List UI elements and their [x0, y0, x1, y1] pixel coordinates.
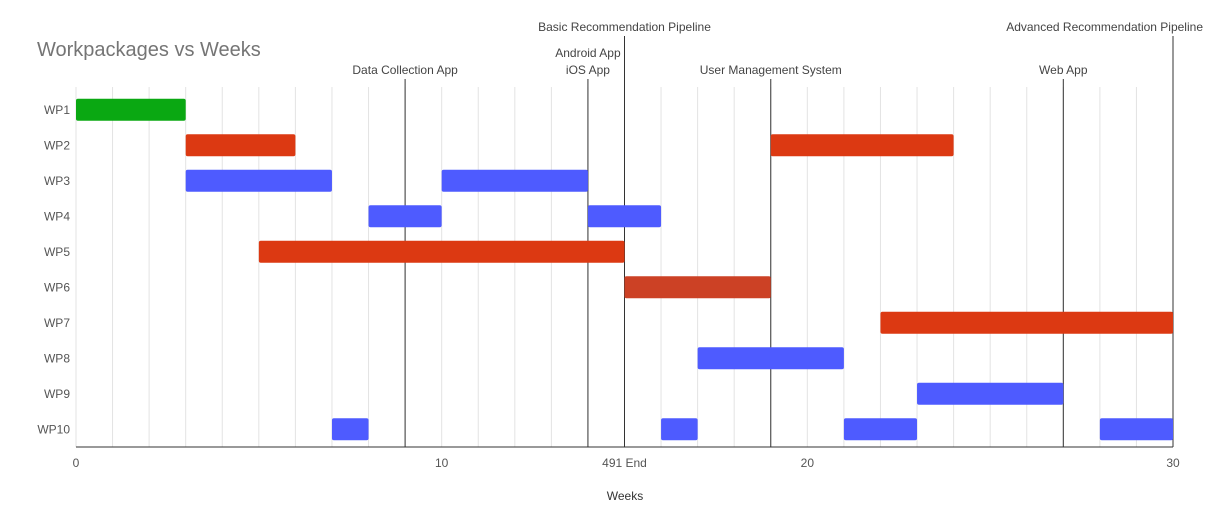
x-tick-label: 0 [73, 456, 80, 470]
category-label: WP8 [44, 351, 70, 365]
x-tick-label: 30 [1166, 456, 1180, 470]
bar-wp9 [917, 382, 1064, 405]
x-tick-label: 20 [801, 456, 815, 470]
milestone-labels: Data Collection App Android App iOS App Bas… [352, 20, 1203, 77]
x-axis-title: Weeks [607, 489, 643, 503]
milestone-label: iOS App [566, 63, 610, 77]
bar-wp10 [843, 418, 918, 441]
milestone-label: User Management System [700, 63, 842, 77]
category-label: WP10 [37, 422, 70, 436]
x-tick-label: 491 End [602, 456, 647, 470]
category-label: WP5 [44, 245, 70, 259]
chart-title: Workpackages vs Weeks [37, 39, 261, 61]
milestone-label: Basic Recommendation Pipeline [538, 20, 711, 34]
bar-wp6 [624, 276, 771, 299]
category-label: WP3 [44, 174, 70, 188]
x-tick-labels: 0 10 491 End 20 30 [73, 456, 1180, 470]
bar-wp10 [661, 418, 698, 441]
bar-wp3 [185, 169, 332, 192]
bar-wp3 [441, 169, 588, 192]
bar-wp2 [185, 134, 296, 157]
bar-wp1 [76, 98, 186, 121]
category-label: WP6 [44, 280, 70, 294]
category-label: WP2 [44, 138, 70, 152]
category-labels: WP1 WP2 WP3 WP4 WP5 WP6 WP7 WP8 WP9 WP10 [37, 103, 70, 437]
milestone-label: Advanced Recommendation Pipeline [1006, 20, 1203, 34]
bars [76, 98, 1173, 441]
bar-wp5 [258, 240, 625, 263]
bar-wp4 [368, 205, 442, 228]
bar-wp10 [331, 418, 369, 441]
milestone-label: Android App [555, 46, 621, 60]
bar-wp4 [587, 205, 662, 228]
milestone-label: Data Collection App [352, 63, 458, 77]
category-label: WP7 [44, 316, 70, 330]
x-tick-label: 10 [435, 456, 449, 470]
category-label: WP4 [44, 209, 70, 223]
milestone-label: Web App [1039, 63, 1088, 77]
category-label: WP9 [44, 387, 70, 401]
bar-wp8 [697, 347, 844, 370]
bar-wp2 [770, 134, 954, 157]
bar-wp10 [1099, 418, 1173, 441]
category-label: WP1 [44, 103, 70, 117]
bar-wp7 [880, 311, 1173, 334]
